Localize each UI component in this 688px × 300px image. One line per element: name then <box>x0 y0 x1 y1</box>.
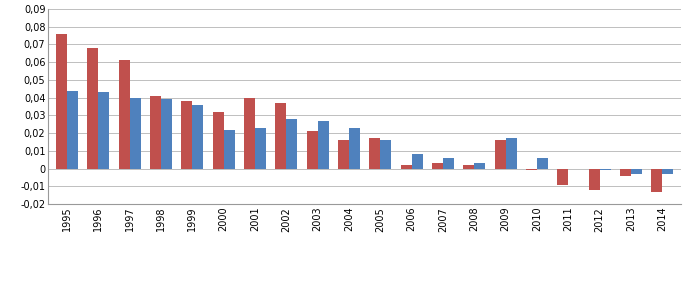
Bar <box>663 169 674 174</box>
Bar <box>600 169 611 170</box>
Bar <box>255 128 266 169</box>
Bar <box>443 158 454 169</box>
Bar <box>463 165 474 169</box>
Bar <box>380 140 391 169</box>
Bar <box>338 140 349 169</box>
Bar <box>118 60 129 169</box>
Bar <box>526 169 537 170</box>
Bar <box>620 169 631 176</box>
Bar <box>318 121 329 169</box>
Bar <box>506 138 517 169</box>
Bar <box>161 99 172 169</box>
Bar <box>87 48 98 169</box>
Bar <box>182 101 193 169</box>
Bar <box>349 128 360 169</box>
Bar <box>193 105 203 169</box>
Bar <box>67 91 78 169</box>
Bar <box>150 96 161 169</box>
Bar <box>400 165 411 169</box>
Bar <box>286 119 297 169</box>
Bar <box>474 163 485 169</box>
Bar <box>369 138 380 169</box>
Bar <box>213 112 224 169</box>
Bar <box>631 169 642 174</box>
Bar <box>411 154 422 169</box>
Bar <box>275 103 286 169</box>
Bar <box>98 92 109 169</box>
Bar <box>56 34 67 169</box>
Bar <box>244 98 255 169</box>
Bar <box>495 140 506 169</box>
Bar <box>224 130 235 169</box>
Bar <box>589 169 600 190</box>
Bar <box>307 131 318 169</box>
Bar <box>557 169 568 184</box>
Bar <box>537 158 548 169</box>
Bar <box>432 163 443 169</box>
Bar <box>652 169 663 192</box>
Bar <box>129 98 140 169</box>
